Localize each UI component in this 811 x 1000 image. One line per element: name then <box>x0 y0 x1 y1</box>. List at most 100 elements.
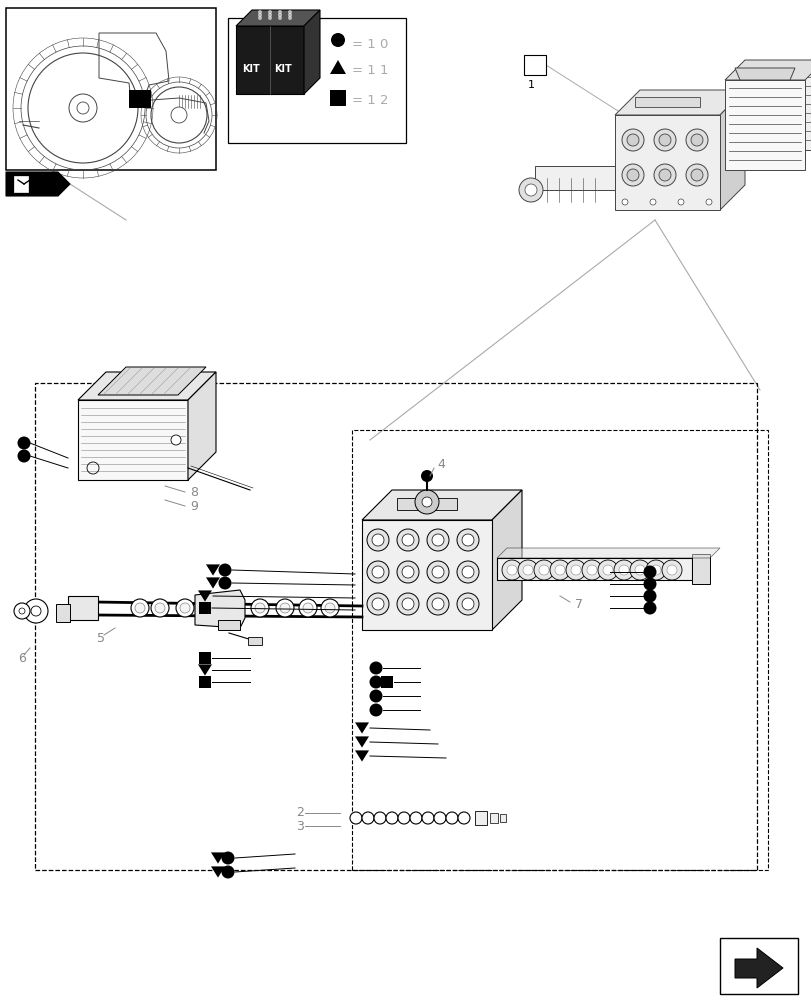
Circle shape <box>258 16 262 20</box>
Circle shape <box>581 560 601 580</box>
Circle shape <box>397 593 418 615</box>
Circle shape <box>371 566 384 578</box>
Circle shape <box>618 565 629 575</box>
Bar <box>199 602 211 614</box>
Circle shape <box>303 603 312 613</box>
Circle shape <box>642 578 655 590</box>
Circle shape <box>135 603 145 613</box>
Circle shape <box>180 603 190 613</box>
Circle shape <box>501 560 521 580</box>
Circle shape <box>367 561 388 583</box>
Bar <box>78 400 188 480</box>
Circle shape <box>518 178 543 202</box>
Text: = 1 1: = 1 1 <box>351 64 388 78</box>
Circle shape <box>603 565 612 575</box>
Circle shape <box>431 566 444 578</box>
Circle shape <box>621 129 643 151</box>
Circle shape <box>397 561 418 583</box>
Circle shape <box>642 566 655 578</box>
Circle shape <box>705 199 711 205</box>
Circle shape <box>374 812 385 824</box>
Circle shape <box>427 561 448 583</box>
Circle shape <box>171 107 187 123</box>
Circle shape <box>131 599 148 617</box>
Circle shape <box>427 529 448 551</box>
Circle shape <box>427 593 448 615</box>
Circle shape <box>18 450 31 462</box>
Circle shape <box>685 164 707 186</box>
Bar <box>68 596 98 620</box>
Circle shape <box>251 599 268 617</box>
Circle shape <box>445 812 457 824</box>
Circle shape <box>522 565 532 575</box>
Polygon shape <box>491 490 521 630</box>
Circle shape <box>534 560 553 580</box>
Circle shape <box>677 199 683 205</box>
Circle shape <box>414 490 439 514</box>
Circle shape <box>621 164 643 186</box>
Text: 1: 1 <box>527 80 534 90</box>
Circle shape <box>659 134 670 146</box>
Circle shape <box>506 565 517 575</box>
Text: KIT: KIT <box>273 64 291 74</box>
Text: 4: 4 <box>436 458 444 472</box>
Circle shape <box>653 129 676 151</box>
Circle shape <box>385 812 397 824</box>
Polygon shape <box>195 590 245 628</box>
Text: = 1 0: = 1 0 <box>351 37 388 50</box>
Bar <box>719 938 797 994</box>
Circle shape <box>401 534 414 546</box>
Circle shape <box>690 169 702 181</box>
Circle shape <box>401 598 414 610</box>
Bar <box>199 676 211 688</box>
Circle shape <box>401 566 414 578</box>
Polygon shape <box>236 10 320 26</box>
Text: = 1 2: = 1 2 <box>351 95 388 107</box>
Polygon shape <box>744 60 811 150</box>
Circle shape <box>155 603 165 613</box>
Circle shape <box>258 13 262 17</box>
Circle shape <box>367 593 388 615</box>
Polygon shape <box>236 26 303 94</box>
Bar <box>228 18 406 143</box>
Circle shape <box>634 565 644 575</box>
Polygon shape <box>496 548 719 558</box>
Circle shape <box>276 599 294 617</box>
Circle shape <box>629 560 649 580</box>
Bar <box>35 383 756 870</box>
Circle shape <box>331 33 345 47</box>
Circle shape <box>549 560 569 580</box>
Circle shape <box>565 560 586 580</box>
Circle shape <box>324 603 335 613</box>
Text: 3: 3 <box>296 820 303 832</box>
Circle shape <box>621 199 627 205</box>
Circle shape <box>362 812 374 824</box>
Circle shape <box>420 470 432 482</box>
Circle shape <box>258 10 262 14</box>
Bar <box>329 90 345 106</box>
Bar <box>380 676 393 688</box>
Text: KIT: KIT <box>242 64 260 74</box>
Circle shape <box>176 599 194 617</box>
Circle shape <box>457 812 470 824</box>
Circle shape <box>277 16 281 20</box>
Circle shape <box>371 598 384 610</box>
Circle shape <box>24 599 48 623</box>
Circle shape <box>367 529 388 551</box>
Circle shape <box>288 10 292 14</box>
Circle shape <box>277 13 281 17</box>
Circle shape <box>397 812 410 824</box>
Polygon shape <box>206 564 220 576</box>
Circle shape <box>280 603 290 613</box>
Polygon shape <box>354 736 368 748</box>
Text: 5: 5 <box>97 632 105 645</box>
Polygon shape <box>206 577 220 589</box>
Circle shape <box>171 435 181 445</box>
Polygon shape <box>188 372 216 480</box>
Circle shape <box>431 598 444 610</box>
Bar <box>397 498 457 510</box>
Circle shape <box>350 812 362 824</box>
Circle shape <box>570 565 581 575</box>
Circle shape <box>369 690 382 702</box>
Bar <box>500 814 505 822</box>
